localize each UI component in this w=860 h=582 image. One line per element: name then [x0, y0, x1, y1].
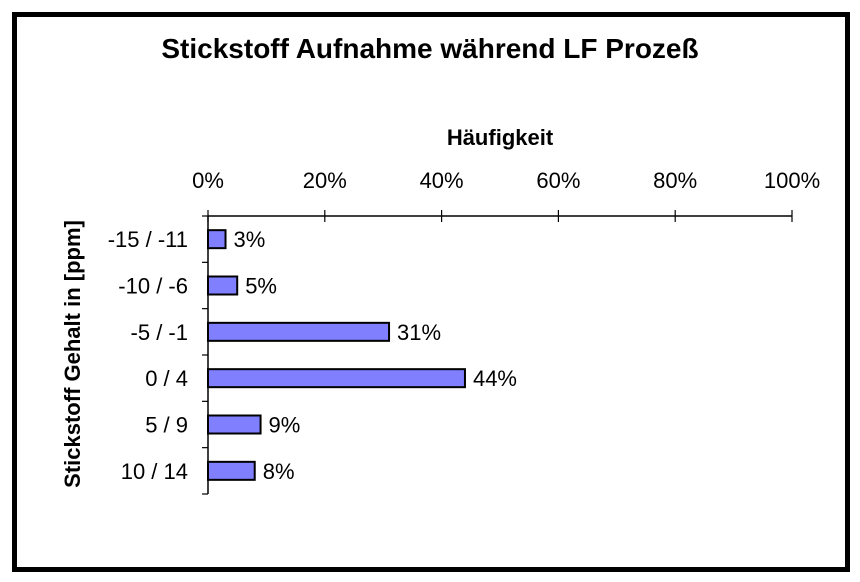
bar: [207, 229, 227, 250]
data-label: 44%: [473, 366, 517, 391]
bar: [207, 460, 256, 481]
bar: [207, 275, 239, 296]
x-axis: 0% 20% 40% 60% 80% 100%: [192, 168, 820, 222]
x-tick-label: 20%: [303, 168, 347, 193]
data-label: 3%: [234, 227, 266, 252]
x-tick-label: 100%: [764, 168, 820, 193]
category-label: -15 / -11: [108, 227, 188, 252]
x-axis-title: Häufigkeit: [447, 125, 554, 150]
category-label: -5 / -1: [131, 320, 188, 345]
x-tick-label: 0%: [192, 168, 224, 193]
category-label: -10 / -6: [118, 274, 188, 299]
y-axis: [202, 215, 209, 495]
data-label: 5%: [245, 274, 277, 299]
category-label: 5 / 9: [145, 413, 188, 438]
x-tick-label: 60%: [536, 168, 580, 193]
data-label: 9%: [269, 413, 301, 438]
data-label: 31%: [397, 320, 441, 345]
category-label: 10 / 14: [121, 459, 188, 484]
chart-frame: [12, 12, 850, 572]
bar: [207, 321, 391, 342]
chart-title: Stickstoff Aufnahme während LF Prozeß: [161, 33, 698, 64]
bar: [207, 414, 262, 435]
x-tick-label: 80%: [653, 168, 697, 193]
y-axis-title: Stickstoff Gehalt in [ppm]: [60, 220, 85, 488]
bar: [207, 368, 466, 389]
bars: -15 / -11 3% -10 / -6 5% -5 / -1 31% 0 / 4 44% 5…: [108, 227, 517, 484]
category-label: 0 / 4: [145, 366, 188, 391]
data-label: 8%: [263, 459, 295, 484]
x-tick-label: 40%: [420, 168, 464, 193]
